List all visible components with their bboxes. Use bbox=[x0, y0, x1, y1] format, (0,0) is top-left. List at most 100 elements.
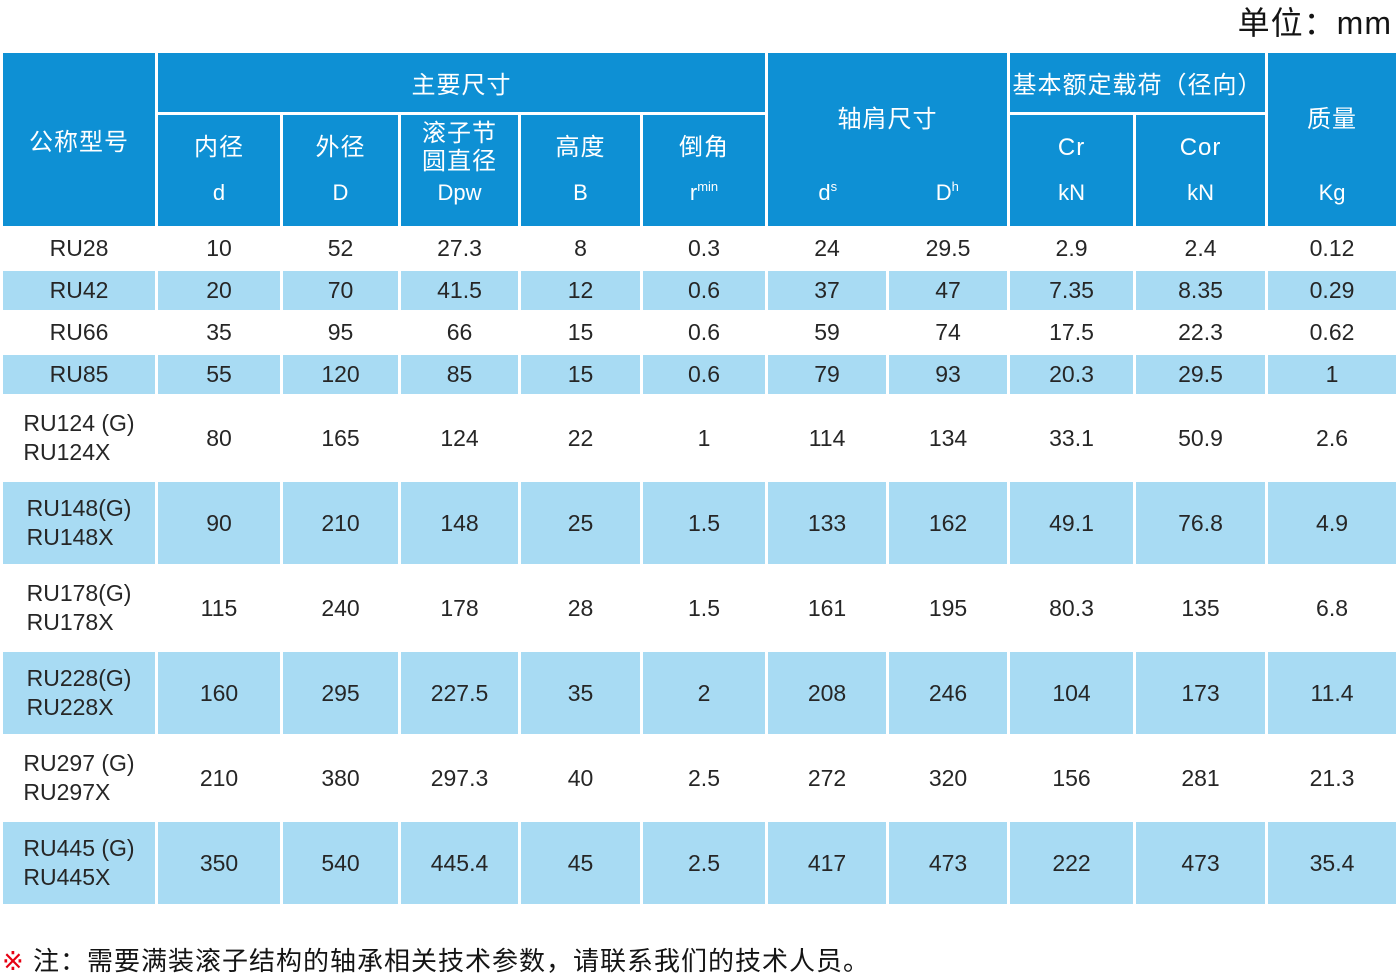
cell-outer-diameter: 95 bbox=[280, 310, 401, 355]
header-cor: Cor kN bbox=[1133, 112, 1269, 229]
model-name: RU124 (G) RU124X bbox=[23, 410, 135, 465]
table-row: RU66 35 95 66 15 0.6 59 74 17.5 22.3 0.6… bbox=[0, 310, 1396, 355]
symbol-rmin: r min bbox=[689, 179, 719, 205]
cell-roller-pitch-diameter: 85 bbox=[398, 352, 521, 397]
footnote: ※ 注：需要满装滚子结构的轴承相关技术参数，请联系我们的技术人员。 bbox=[2, 946, 870, 977]
cell-dh: 134 bbox=[886, 394, 1011, 482]
table-row: RU178(G) RU178X 115 240 178 28 1.5 161 19… bbox=[0, 564, 1396, 652]
model-cell: RU85 bbox=[0, 352, 158, 397]
cell-ds: 272 bbox=[765, 734, 890, 822]
cell-chamfer: 2.5 bbox=[639, 734, 769, 822]
cell-cor: 76.8 bbox=[1133, 479, 1269, 567]
cell-cr: 80.3 bbox=[1007, 564, 1137, 652]
symbol-cor-kn: kN bbox=[1187, 180, 1214, 205]
header-mass: 质量 Kg bbox=[1265, 50, 1396, 229]
footnote-text: 注：需要满装滚子结构的轴承相关技术参数，请联系我们的技术人员。 bbox=[33, 945, 871, 976]
cell-roller-pitch-diameter: 445.4 bbox=[398, 819, 521, 907]
cell-dh: 320 bbox=[886, 734, 1011, 822]
cell-roller-pitch-diameter: 41.5 bbox=[398, 268, 521, 313]
model-cell: RU228(G) RU228X bbox=[0, 649, 158, 737]
symbol-dpw: Dpw bbox=[437, 180, 482, 205]
cell-cr: 156 bbox=[1007, 734, 1137, 822]
cell-inner-diameter: 55 bbox=[155, 352, 283, 397]
header-inner-diameter: 内径 d bbox=[155, 112, 283, 229]
cell-cor: 22.3 bbox=[1133, 310, 1269, 355]
cell-outer-diameter: 120 bbox=[280, 352, 401, 397]
cell-height: 22 bbox=[518, 394, 643, 482]
model-name: RU297 (G) RU297X bbox=[23, 750, 135, 805]
model-cell: RU297 (G) RU297X bbox=[0, 734, 158, 822]
cell-cr: 104 bbox=[1007, 649, 1137, 737]
header-outer-diameter: 外径 D bbox=[280, 112, 401, 229]
model-cell: RU445 (G) RU445X bbox=[0, 819, 158, 907]
cell-dh: 473 bbox=[886, 819, 1011, 907]
header-model: 公称型号 bbox=[0, 50, 158, 229]
cell-cr: 33.1 bbox=[1007, 394, 1137, 482]
cell-outer-diameter: 165 bbox=[280, 394, 401, 482]
cell-cr: 222 bbox=[1007, 819, 1137, 907]
cell-dh: 162 bbox=[886, 479, 1011, 567]
cell-ds: 133 bbox=[765, 479, 890, 567]
cell-cor: 173 bbox=[1133, 649, 1269, 737]
cell-cr: 49.1 bbox=[1007, 479, 1137, 567]
cell-mass: 0.12 bbox=[1265, 226, 1396, 271]
cell-height: 12 bbox=[518, 268, 643, 313]
cell-outer-diameter: 52 bbox=[280, 226, 401, 271]
table-body: RU28 10 52 27.3 8 0.3 24 29.5 2.9 2.4 0.… bbox=[0, 226, 1396, 907]
table-row: RU445 (G) RU445X 350 540 445.4 45 2.5 417… bbox=[0, 819, 1396, 907]
cell-mass: 4.9 bbox=[1265, 479, 1396, 567]
cell-inner-diameter: 210 bbox=[155, 734, 283, 822]
cell-inner-diameter: 350 bbox=[155, 819, 283, 907]
cell-dh: 29.5 bbox=[886, 226, 1011, 271]
cell-chamfer: 0.6 bbox=[639, 268, 769, 313]
symbol-D: D bbox=[332, 180, 349, 205]
cell-roller-pitch-diameter: 27.3 bbox=[398, 226, 521, 271]
symbol-B: B bbox=[573, 180, 588, 205]
model-cell: RU178(G) RU178X bbox=[0, 564, 158, 652]
cell-mass: 35.4 bbox=[1265, 819, 1396, 907]
model-cell: RU124 (G) RU124X bbox=[0, 394, 158, 482]
model-name: RU148(G) RU148X bbox=[26, 495, 132, 550]
cell-cor: 473 bbox=[1133, 819, 1269, 907]
cell-chamfer: 1.5 bbox=[639, 564, 769, 652]
model-name: RU28 bbox=[49, 235, 109, 262]
cell-outer-diameter: 240 bbox=[280, 564, 401, 652]
cell-dh: 47 bbox=[886, 268, 1011, 313]
cell-height: 8 bbox=[518, 226, 643, 271]
cell-ds: 59 bbox=[765, 310, 890, 355]
cell-height: 25 bbox=[518, 479, 643, 567]
model-cell: RU66 bbox=[0, 310, 158, 355]
cell-roller-pitch-diameter: 124 bbox=[398, 394, 521, 482]
cell-roller-pitch-diameter: 148 bbox=[398, 479, 521, 567]
footnote-asterisk-mark: ※ bbox=[2, 945, 25, 976]
cell-height: 28 bbox=[518, 564, 643, 652]
cell-ds: 79 bbox=[765, 352, 890, 397]
cell-cor: 50.9 bbox=[1133, 394, 1269, 482]
cell-height: 40 bbox=[518, 734, 643, 822]
header-roller-pitch-diameter: 滚子节 圆直径 Dpw bbox=[398, 112, 521, 229]
cell-inner-diameter: 35 bbox=[155, 310, 283, 355]
table-row: RU85 55 120 85 15 0.6 79 93 20.3 29.5 1 bbox=[0, 352, 1396, 397]
cell-mass: 0.29 bbox=[1265, 268, 1396, 313]
model-name: RU85 bbox=[49, 361, 109, 388]
cell-roller-pitch-diameter: 297.3 bbox=[398, 734, 521, 822]
cell-chamfer: 0.3 bbox=[639, 226, 769, 271]
table-row: RU42 20 70 41.5 12 0.6 37 47 7.35 8.35 0… bbox=[0, 268, 1396, 313]
cell-chamfer: 2.5 bbox=[639, 819, 769, 907]
model-name: RU66 bbox=[49, 319, 109, 346]
cell-ds: 208 bbox=[765, 649, 890, 737]
cell-ds: 114 bbox=[765, 394, 890, 482]
cell-ds: 37 bbox=[765, 268, 890, 313]
cell-dh: 246 bbox=[886, 649, 1011, 737]
table-row: RU124 (G) RU124X 80 165 124 22 1 114 134 … bbox=[0, 394, 1396, 482]
table-row: RU28 10 52 27.3 8 0.3 24 29.5 2.9 2.4 0.… bbox=[0, 226, 1396, 271]
table-row: RU297 (G) RU297X 210 380 297.3 40 2.5 272… bbox=[0, 734, 1396, 822]
cell-height: 15 bbox=[518, 352, 643, 397]
cell-cr: 2.9 bbox=[1007, 226, 1137, 271]
model-name: RU228(G) RU228X bbox=[26, 665, 132, 720]
table-row: RU228(G) RU228X 160 295 227.5 35 2 208 24… bbox=[0, 649, 1396, 737]
cell-cor: 29.5 bbox=[1133, 352, 1269, 397]
cell-height: 15 bbox=[518, 310, 643, 355]
